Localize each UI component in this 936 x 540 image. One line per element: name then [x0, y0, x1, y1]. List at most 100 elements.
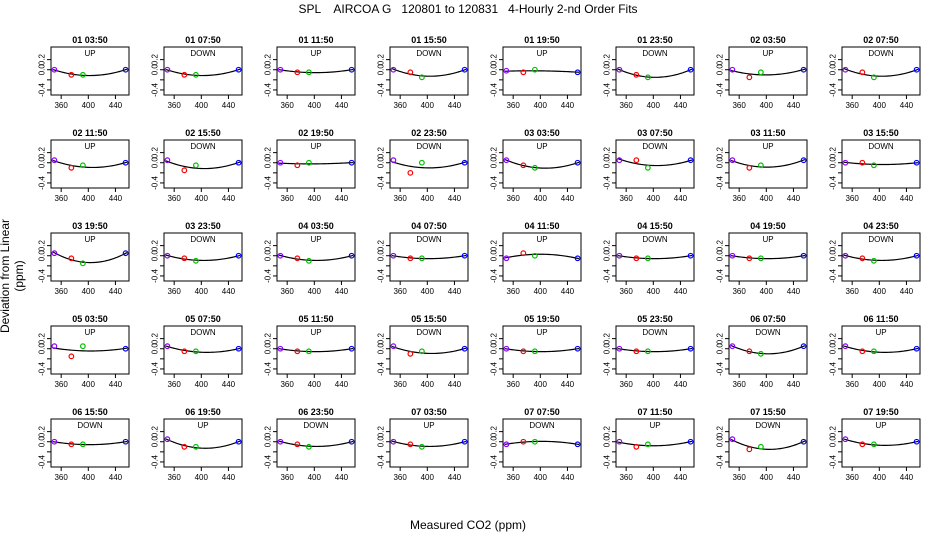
x-tick-label: 400: [647, 194, 661, 203]
data-point: [616, 252, 623, 259]
data-point: [390, 343, 397, 350]
y-tick-label: 0.2: [716, 333, 725, 345]
y-tick-label: -0.4: [38, 83, 47, 97]
panel-mode-label: DOWN: [642, 142, 668, 151]
data-point: [520, 250, 527, 257]
fit-curve: [843, 345, 919, 353]
panel-frame: [163, 232, 243, 282]
y-tick-label: -0.4: [603, 176, 612, 190]
panel-mode-label: UP: [536, 49, 547, 58]
data-point: [757, 350, 764, 357]
data-point: [644, 348, 651, 355]
x-tick-label: 440: [900, 101, 914, 110]
y-tick-label: -0.4: [264, 362, 273, 376]
x-tick-label: 360: [280, 380, 294, 389]
data-point: [277, 438, 284, 445]
x-tick-label: 440: [674, 287, 688, 296]
data-point: [305, 69, 312, 76]
y-tick-label: -0.4: [38, 362, 47, 376]
data-point: [633, 157, 640, 164]
panel-frame: [163, 139, 243, 189]
data-point: [192, 162, 199, 169]
y-tick-label: 0.0: [264, 436, 273, 448]
x-tick-label: 440: [561, 380, 575, 389]
panel-frame: [389, 418, 469, 468]
fit-curve: [279, 161, 354, 165]
y-tick-label: 0.2: [829, 333, 838, 345]
x-tick-label: 400: [647, 473, 661, 482]
y-tick-label: -0.4: [603, 269, 612, 283]
data-point: [503, 255, 510, 262]
x-tick-label: 400: [421, 101, 435, 110]
data-point: [122, 159, 129, 166]
y-tick-label: 0.0: [38, 157, 47, 169]
panel-frame: [728, 232, 808, 282]
x-tick-label: 440: [448, 287, 462, 296]
data-point: [800, 66, 807, 73]
data-point: [277, 159, 284, 166]
x-tick-label: 440: [222, 101, 236, 110]
data-point: [164, 252, 171, 259]
data-point: [913, 438, 920, 445]
panel-title: 03 03:50: [524, 128, 560, 138]
panel-frame: [841, 46, 921, 96]
y-tick-label: -0.4: [716, 455, 725, 469]
data-point: [842, 252, 849, 259]
y-tick-label: 0.0: [490, 343, 499, 355]
panel-title: 01 15:50: [411, 35, 447, 45]
fit-curve: [165, 160, 241, 170]
data-point: [633, 348, 640, 355]
data-point: [531, 438, 538, 445]
fit-curve: [391, 254, 467, 260]
data-point: [574, 69, 581, 76]
data-point: [687, 66, 694, 73]
x-tick-label: 400: [647, 287, 661, 296]
data-point: [294, 255, 301, 262]
panel-title: 03 11:50: [750, 128, 785, 138]
y-tick-label: 0.0: [829, 250, 838, 262]
panel-frame: [615, 325, 695, 375]
panel-frame: [615, 232, 695, 282]
x-tick-label: 360: [506, 380, 520, 389]
panel-frame: [728, 139, 808, 189]
fit-curve: [165, 254, 241, 262]
y-tick-label: 0.0: [151, 436, 160, 448]
panel-mode-label: UP: [762, 235, 773, 244]
data-point: [644, 441, 651, 448]
data-point: [859, 441, 866, 448]
data-point: [164, 157, 171, 164]
data-point: [68, 441, 75, 448]
y-tick-label: -0.4: [716, 269, 725, 283]
panel-title: 01 07:50: [185, 35, 221, 45]
data-point: [842, 436, 849, 443]
x-tick-label: 400: [873, 101, 887, 110]
x-tick-label: 440: [222, 287, 236, 296]
panel-frame: [389, 46, 469, 96]
panel-frame: [163, 418, 243, 468]
x-tick-label: 360: [54, 287, 68, 296]
fit-curve: [278, 254, 354, 262]
x-tick-label: 400: [534, 473, 548, 482]
x-tick-label: 400: [195, 101, 209, 110]
panel-mode-label: DOWN: [868, 142, 894, 151]
panel-mode-label: DOWN: [642, 235, 668, 244]
y-tick-label: -0.4: [490, 269, 499, 283]
data-point: [418, 159, 425, 166]
data-point: [574, 255, 581, 262]
y-tick-label: -0.4: [829, 83, 838, 97]
data-point: [633, 255, 640, 262]
y-tick-label: 0.0: [603, 250, 612, 262]
y-tick-label: 0.2: [38, 426, 47, 438]
panel-mode-label: DOWN: [642, 49, 668, 58]
fit-curve: [730, 68, 806, 76]
x-tick-label: 400: [873, 473, 887, 482]
x-tick-label: 440: [109, 380, 123, 389]
x-tick-label: 360: [732, 287, 746, 296]
y-tick-label: 0.0: [829, 157, 838, 169]
data-point: [616, 66, 623, 73]
data-point: [870, 348, 877, 355]
y-tick-label: 0.2: [603, 426, 612, 438]
panel-frame: [502, 46, 582, 96]
data-point: [390, 438, 397, 445]
